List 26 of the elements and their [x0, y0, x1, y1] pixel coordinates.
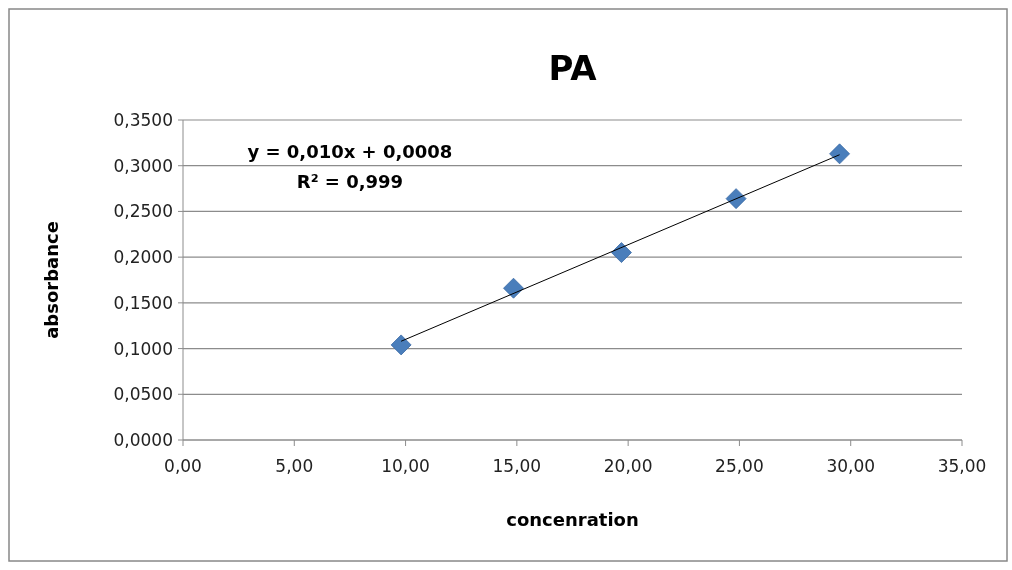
point — [390, 334, 412, 356]
y-tick-label: 0,3500 — [113, 109, 173, 130]
x-tick-label: 5,00 — [275, 456, 314, 476]
point — [725, 188, 747, 210]
x-tick-label: 20,00 — [603, 456, 653, 476]
y-tick-label: 0,1500 — [113, 292, 173, 313]
x-axis-title: concenration — [506, 509, 639, 530]
annotation: y = 0,010x + 0,0008 — [247, 141, 453, 162]
x-tick-label: 30,00 — [826, 456, 876, 476]
y-axis-title: absorbance — [41, 221, 62, 339]
y-tick-label: 0,3000 — [113, 155, 173, 176]
y-tick-label: 0,1000 — [113, 338, 173, 359]
annotation: R² = 0,999 — [296, 171, 404, 192]
y-tick-label: 0,2500 — [113, 201, 173, 222]
x-tick-label: 35,00 — [937, 456, 987, 476]
point — [829, 143, 850, 165]
x-tick-label: 25,00 — [715, 456, 764, 476]
y-tick-label: 0,2000 — [113, 247, 173, 268]
y-tick-label: 0,0000 — [113, 429, 173, 450]
chart-title: PA — [548, 48, 598, 88]
x-tick-label: 15,00 — [492, 456, 542, 476]
x-tick-label: 10,00 — [381, 456, 430, 476]
point — [611, 242, 632, 263]
point — [503, 277, 524, 299]
y-tick-label: 0,0500 — [113, 384, 173, 405]
x-tick-label: 0,00 — [164, 456, 202, 476]
